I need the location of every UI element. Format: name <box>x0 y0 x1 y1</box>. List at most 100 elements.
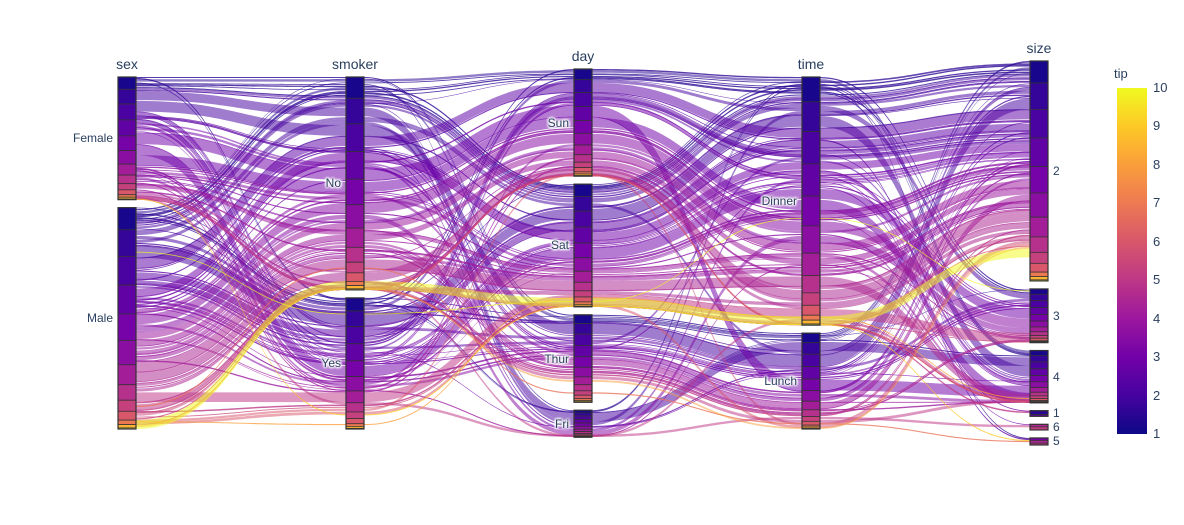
ribbon[interactable] <box>136 244 346 354</box>
ribbon[interactable] <box>592 218 802 267</box>
category-bar-size-5[interactable] <box>1029 437 1049 446</box>
category-bar-smoker-Yes[interactable] <box>345 297 365 430</box>
category-bar-size-6[interactable] <box>1029 423 1049 431</box>
ribbon[interactable] <box>820 133 1030 152</box>
ribbon[interactable] <box>364 84 574 412</box>
ribbon[interactable] <box>136 91 346 117</box>
ribbon[interactable] <box>820 203 1030 273</box>
dimension-label-time[interactable]: time <box>797 56 825 72</box>
ribbon[interactable] <box>820 186 1030 251</box>
ribbon[interactable] <box>592 96 802 192</box>
ribbon[interactable] <box>592 269 802 281</box>
ribbon[interactable] <box>136 284 346 384</box>
ribbon[interactable] <box>364 70 574 82</box>
ribbon[interactable] <box>592 73 802 84</box>
ribbon[interactable] <box>820 200 1030 410</box>
ribbon[interactable] <box>136 85 346 91</box>
ribbon[interactable] <box>136 122 346 353</box>
ribbon[interactable] <box>364 229 574 338</box>
ribbon[interactable] <box>364 116 574 182</box>
ribbon[interactable] <box>592 380 802 429</box>
category-label-day-Thur[interactable]: Thur <box>544 351 569 366</box>
ribbon[interactable] <box>364 390 574 437</box>
ribbon[interactable] <box>136 84 346 88</box>
ribbon[interactable] <box>136 196 346 290</box>
ribbon[interactable] <box>136 338 346 388</box>
ribbon[interactable] <box>136 166 346 305</box>
ribbon[interactable] <box>592 150 802 233</box>
ribbon[interactable] <box>136 144 346 366</box>
ribbon[interactable] <box>592 173 802 326</box>
ribbon[interactable] <box>820 323 1030 414</box>
ribbon[interactable] <box>364 149 574 427</box>
ribbon[interactable] <box>592 160 802 265</box>
ribbon[interactable] <box>136 240 346 347</box>
ribbon[interactable] <box>592 173 802 302</box>
ribbon[interactable] <box>136 87 346 214</box>
ribbon[interactable] <box>592 93 802 148</box>
ribbon[interactable] <box>820 130 1030 149</box>
ribbon[interactable] <box>820 173 1030 221</box>
ribbon[interactable] <box>592 336 802 370</box>
ribbon[interactable] <box>364 304 574 415</box>
ribbon[interactable] <box>364 82 574 147</box>
ribbon[interactable] <box>820 94 1030 116</box>
ribbon[interactable] <box>136 183 346 231</box>
category-label-size-4[interactable]: 4 <box>1053 369 1060 384</box>
ribbon[interactable] <box>592 81 802 185</box>
ribbon[interactable] <box>136 406 346 418</box>
ribbon[interactable] <box>364 261 574 381</box>
ribbon[interactable] <box>820 239 1030 326</box>
ribbon[interactable] <box>592 78 802 94</box>
ribbon[interactable] <box>592 366 802 411</box>
ribbon[interactable] <box>364 74 574 91</box>
ribbon[interactable] <box>592 157 802 251</box>
ribbon[interactable] <box>136 280 346 341</box>
ribbon[interactable] <box>136 79 346 82</box>
ribbon[interactable] <box>364 73 574 84</box>
ribbon[interactable] <box>820 209 1030 287</box>
ribbon[interactable] <box>820 202 1030 269</box>
category-bar-day-Thur[interactable] <box>573 314 593 403</box>
ribbon[interactable] <box>592 104 802 180</box>
ribbon[interactable] <box>364 128 574 194</box>
ribbon[interactable] <box>364 130 574 202</box>
category-bar-size-4[interactable] <box>1029 349 1049 404</box>
ribbon[interactable] <box>136 286 346 392</box>
ribbon[interactable] <box>592 416 802 437</box>
ribbon[interactable] <box>592 217 802 302</box>
ribbon[interactable] <box>136 360 346 393</box>
category-label-day-Sun[interactable]: Sun <box>547 115 569 130</box>
ribbon[interactable] <box>364 91 574 149</box>
ribbon[interactable] <box>820 158 1030 376</box>
ribbon[interactable] <box>820 210 1030 290</box>
ribbon[interactable] <box>136 203 346 325</box>
category-bar-day-Fri[interactable] <box>573 409 593 438</box>
ribbon[interactable] <box>136 120 346 350</box>
ribbon[interactable] <box>820 339 1030 412</box>
ribbon[interactable] <box>136 88 346 99</box>
category-label-day-Fri[interactable]: Fri <box>555 416 569 431</box>
ribbon[interactable] <box>136 117 346 153</box>
ribbon[interactable] <box>136 272 346 382</box>
ribbon[interactable] <box>592 365 802 410</box>
ribbon[interactable] <box>136 87 346 97</box>
category-label-size-6[interactable]: 6 <box>1053 420 1060 435</box>
ribbon[interactable] <box>364 305 574 416</box>
ribbon[interactable] <box>820 218 1030 403</box>
ribbon[interactable] <box>136 267 346 407</box>
ribbon[interactable] <box>136 408 346 422</box>
ribbon[interactable] <box>820 234 1030 417</box>
ribbon[interactable] <box>592 98 802 158</box>
ribbon[interactable] <box>592 258 802 274</box>
ribbon[interactable] <box>592 117 802 210</box>
ribbon[interactable] <box>820 399 1030 423</box>
ribbon[interactable] <box>592 253 802 270</box>
ribbon[interactable] <box>136 257 346 363</box>
ribbon[interactable] <box>364 162 574 347</box>
ribbon[interactable] <box>592 374 802 417</box>
ribbon[interactable] <box>364 147 574 222</box>
ribbon[interactable] <box>820 222 1030 300</box>
ribbon[interactable] <box>820 166 1030 215</box>
ribbon[interactable] <box>364 79 574 104</box>
